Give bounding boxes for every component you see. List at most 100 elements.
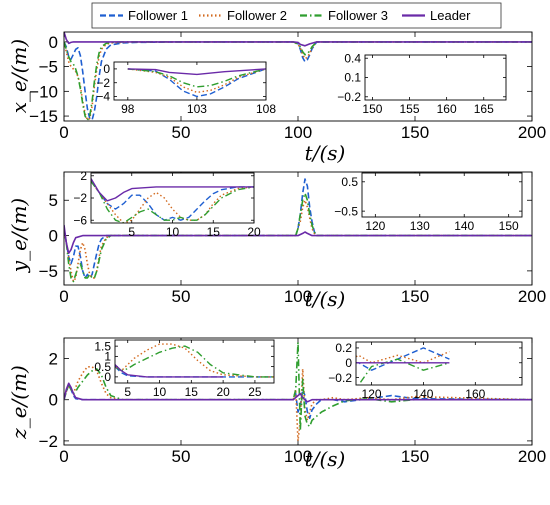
x-tick-label: 0: [59, 287, 68, 306]
series-line-follower-3: [64, 41, 532, 121]
y-tick-label: 1.5: [94, 339, 111, 353]
y-tick-label: 0.5: [94, 360, 111, 374]
x-tick-label: 160: [465, 387, 485, 401]
legend-entry: Follower 3: [300, 8, 388, 23]
x-tick-label: 15: [207, 225, 221, 239]
y-tick-label: 0: [345, 356, 352, 370]
legend-entry: Follower 1: [100, 8, 188, 23]
x-tick-label: 50: [172, 287, 191, 306]
series-group: [64, 32, 532, 121]
y-tick-label: −2: [96, 76, 110, 90]
y-axis-label: z_e/(m): [7, 365, 31, 440]
axes-frame: [63, 31, 533, 122]
y-tick-label: −0.2: [328, 371, 352, 385]
series-group: [64, 341, 532, 442]
series-line-leader: [115, 363, 224, 378]
y-tick-label: 0: [49, 391, 58, 410]
inset-axes: 120 140 160 0.20−0.2: [328, 341, 523, 401]
x-axis-label: t/(s): [305, 447, 346, 471]
y-tick-label: 0: [104, 370, 111, 384]
axes-frame: [114, 339, 275, 384]
y-tick-label: −0.2: [337, 90, 361, 104]
x-tick-label: 25: [248, 385, 262, 399]
series-line-follower-3: [64, 192, 532, 283]
y-tick-label: 2: [80, 169, 87, 183]
axes-frame: [355, 341, 523, 386]
series-line-follower-1: [64, 41, 532, 121]
x-axis-label: t/(s): [305, 141, 346, 165]
inset-axes: 98 103 108 0−2−4: [96, 61, 276, 116]
x-tick-label: 10: [153, 385, 167, 399]
x-tick-label: 200: [518, 447, 546, 466]
axes-frame: [63, 171, 533, 286]
y-tick-label: −6: [73, 213, 87, 227]
y-tick-label: −0.5: [334, 204, 358, 218]
x-tick-label: 140: [413, 387, 433, 401]
legend-box: [91, 2, 502, 29]
y-tick-label: 5: [49, 191, 58, 210]
y-tick-label: −10: [29, 82, 58, 101]
series-line-follower-2: [127, 68, 266, 94]
series-group: [64, 178, 532, 283]
series-line-leader: [64, 224, 532, 254]
axes-frame: [364, 54, 507, 101]
axes-frame: [113, 61, 267, 101]
y-axis-label: y_e/(m): [7, 198, 31, 273]
x-tick-label: 155: [400, 102, 420, 116]
y-tick-label: 0.5: [341, 175, 358, 189]
series-line-follower-1: [91, 180, 254, 221]
x-tick-label: 100: [284, 123, 312, 142]
x-axis-label: t/(s): [305, 287, 346, 311]
y-tick-label: 0: [103, 62, 110, 76]
axes-frame: [63, 337, 533, 446]
inset-axes: 5 10 15 20 25 1.510.50: [94, 339, 275, 399]
series-line-follower-3: [91, 180, 254, 223]
x-tick-label: 200: [518, 123, 546, 142]
x-tick-label: 140: [454, 219, 474, 233]
legend-entry: Leader: [402, 8, 471, 23]
x-tick-label: 130: [410, 219, 430, 233]
inset-axes: 5 10 15 20 2 −2 −6: [73, 169, 261, 239]
y-tick-label: 0.2: [335, 341, 352, 355]
plot-bg: [365, 55, 506, 100]
x-tick-label: 150: [401, 287, 429, 306]
y-tick-label: 0: [49, 33, 58, 52]
x-tick-label: 150: [401, 123, 429, 142]
series-line-follower-2: [115, 343, 274, 378]
x-tick-label: 103: [187, 102, 207, 116]
x-tick-label: 0: [59, 447, 68, 466]
axes-frame: [361, 172, 523, 218]
x-tick-label: 20: [247, 225, 261, 239]
x-tick-label: 100: [284, 447, 312, 466]
y-tick-label: −2: [39, 432, 58, 451]
x-tick-label: 50: [172, 447, 191, 466]
series-line-follower-2: [91, 180, 254, 223]
x-tick-label: 150: [401, 447, 429, 466]
y-tick-label: −5: [39, 58, 58, 77]
legend-entry: Follower 2: [199, 8, 287, 23]
series-line-leader: [91, 178, 254, 202]
x-tick-label: 0: [59, 123, 68, 142]
x-tick-label: 10: [166, 225, 180, 239]
y-tick-label: 0.1: [344, 71, 361, 85]
legend: Follower 1 Follower 2 Follower 3 Leader: [91, 2, 502, 29]
x-tick-label: 5: [128, 225, 135, 239]
inset-axes: 120 130 140 150 0.5 −0.5: [334, 172, 523, 233]
y-tick-label: −15: [29, 107, 58, 126]
x-tick-label: 150: [499, 219, 519, 233]
series-line-follower-2: [64, 199, 532, 283]
series-group: [115, 343, 274, 378]
x-tick-label: 200: [518, 287, 546, 306]
series-line-follower-1: [64, 178, 532, 279]
plot-bg: [91, 173, 254, 223]
x-tick-label: 165: [474, 102, 494, 116]
x-tick-label: 50: [172, 123, 191, 142]
x-tick-label: 120: [362, 387, 382, 401]
y-tick-label: −5: [39, 262, 58, 281]
plot-bg: [362, 173, 522, 217]
series-line-leader: [127, 68, 266, 76]
